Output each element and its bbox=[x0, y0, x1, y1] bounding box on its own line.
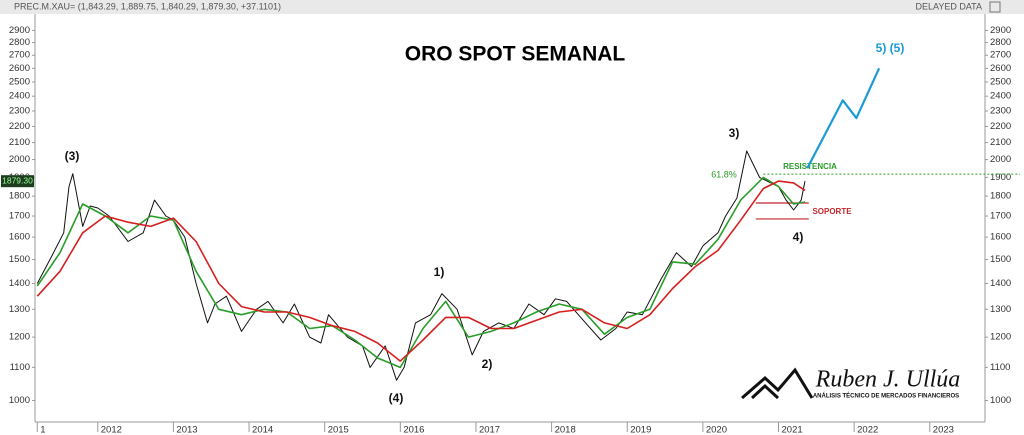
x-tick-label: 2012 bbox=[101, 425, 122, 435]
y-tick-label: 2700 bbox=[9, 50, 30, 61]
series-line bbox=[36, 180, 806, 362]
logo-icon bbox=[741, 367, 814, 400]
y-tick-label: 2700 bbox=[990, 50, 1011, 61]
last-price-label: 1879.30 bbox=[2, 175, 33, 185]
y-tick-label: 1100 bbox=[10, 362, 30, 373]
x-tick-label: 1 bbox=[40, 425, 45, 435]
y-tick-label: 2800 bbox=[990, 37, 1011, 48]
y-tick-label: 2500 bbox=[990, 76, 1011, 87]
close-button[interactable] bbox=[989, 1, 1001, 13]
annotation: 61.8% bbox=[711, 169, 737, 179]
series-line bbox=[36, 150, 806, 381]
y-tick-label: 2600 bbox=[990, 63, 1011, 74]
header-symbol: PREC.M.XAU= (1,843.29, 1,889.75, 1,840.2… bbox=[14, 1, 281, 11]
y-tick-label: 1100 bbox=[990, 362, 1010, 373]
y-tick-label: 1700 bbox=[9, 211, 30, 222]
y-tick-label: 1600 bbox=[9, 232, 30, 243]
header-bar bbox=[0, 0, 1024, 14]
y-tick-label: 2100 bbox=[9, 137, 30, 148]
y-tick-label: 2000 bbox=[9, 154, 30, 165]
y-tick-label: 1500 bbox=[9, 254, 30, 265]
x-tick-label: 2017 bbox=[479, 425, 500, 435]
x-tick-label: 2018 bbox=[555, 425, 576, 435]
y-tick-label: 1400 bbox=[9, 278, 30, 289]
y-tick-label: 1900 bbox=[990, 172, 1011, 183]
y-tick-label: 1600 bbox=[990, 232, 1011, 243]
x-tick-label: 2013 bbox=[176, 425, 197, 435]
annotation: 1) bbox=[434, 265, 445, 279]
x-tick-label: 2015 bbox=[328, 425, 349, 435]
logo-name: Ruben J. Ullúa bbox=[815, 367, 961, 393]
y-tick-label: 2100 bbox=[990, 137, 1011, 148]
annotation: 4) bbox=[793, 230, 804, 244]
y-tick-label: 1000 bbox=[9, 395, 30, 406]
x-tick-label: 2023 bbox=[933, 425, 954, 435]
y-tick-label: 2800 bbox=[9, 37, 30, 48]
y-tick-label: 2500 bbox=[9, 76, 30, 87]
y-tick-label: 1000 bbox=[990, 395, 1011, 406]
x-tick-label: 2019 bbox=[630, 425, 651, 435]
annotation: 3) bbox=[729, 126, 740, 140]
x-tick-label: 2014 bbox=[252, 425, 273, 435]
x-tick-label: 2021 bbox=[782, 425, 803, 435]
chart-title: ORO SPOT SEMANAL bbox=[405, 43, 626, 66]
y-tick-label: 1400 bbox=[990, 278, 1011, 289]
last-price-box bbox=[1, 175, 34, 188]
y-tick-label: 1300 bbox=[9, 304, 30, 315]
y-tick-label: 1800 bbox=[9, 191, 30, 202]
y-tick-label: 2200 bbox=[9, 121, 30, 132]
x-tick-label: 2020 bbox=[706, 425, 727, 435]
y-tick-label: 2200 bbox=[990, 121, 1011, 132]
y-tick-label: 1800 bbox=[990, 191, 1011, 202]
series-line bbox=[806, 67, 881, 169]
y-tick-label: 2600 bbox=[9, 63, 30, 74]
y-tick-label: 2000 bbox=[990, 154, 1011, 165]
y-tick-label: 2300 bbox=[990, 105, 1011, 116]
annotation: (4) bbox=[389, 391, 404, 405]
annotation: RESISTENCIA bbox=[783, 162, 837, 171]
y-tick-label: 2400 bbox=[990, 91, 1011, 102]
y-tick-label: 1700 bbox=[990, 211, 1011, 222]
x-tick-label: 2022 bbox=[857, 425, 878, 435]
y-tick-label: 1300 bbox=[990, 304, 1011, 315]
y-tick-label: 1500 bbox=[990, 254, 1011, 265]
annotation: 2) bbox=[482, 357, 493, 371]
annotation: (3) bbox=[65, 149, 80, 163]
annotation: SOPORTE bbox=[812, 207, 852, 216]
y-tick-label: 2400 bbox=[9, 91, 30, 102]
y-tick-label: 1200 bbox=[9, 332, 30, 343]
header-status: DELAYED DATA bbox=[915, 1, 982, 11]
logo-tagline: ANÁLISIS TÉCNICO DE MERCADOS FINANCIEROS bbox=[813, 392, 959, 400]
y-tick-label: 2900 bbox=[9, 25, 30, 36]
annotation: 5) (5) bbox=[876, 41, 905, 55]
y-tick-label: 2300 bbox=[9, 105, 30, 116]
y-tick-label: 1200 bbox=[990, 332, 1011, 343]
x-tick-label: 2016 bbox=[403, 425, 424, 435]
y-tick-label: 2900 bbox=[990, 25, 1011, 36]
